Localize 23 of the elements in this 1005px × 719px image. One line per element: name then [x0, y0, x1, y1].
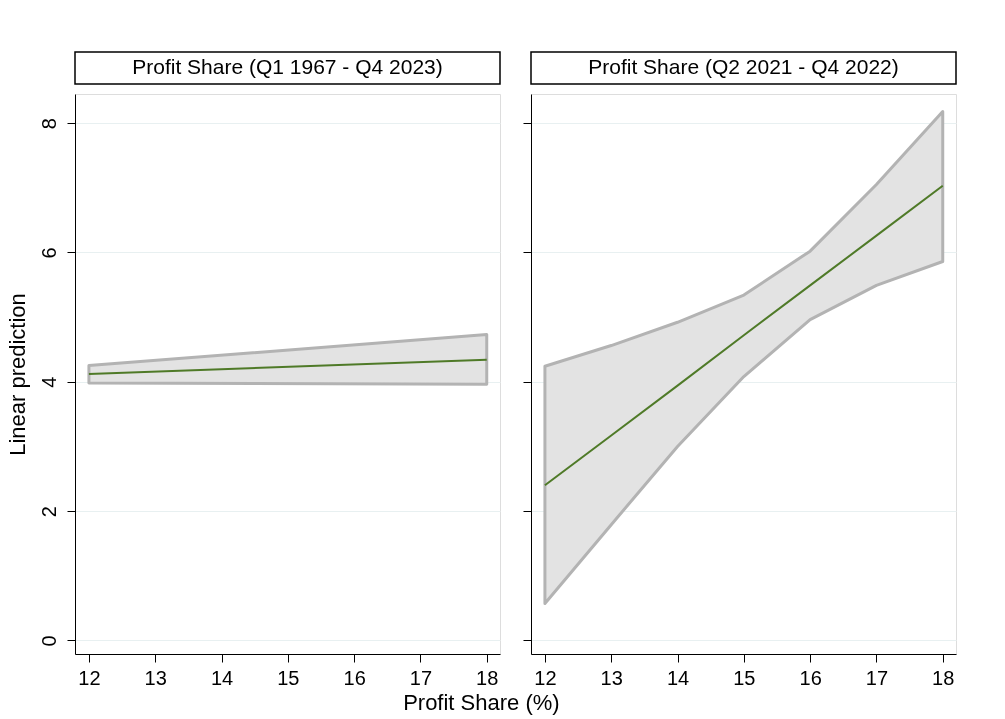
chart-title: Profit Share (Q2 2021 - Q4 2022)	[588, 55, 899, 78]
x-tick-label: 12	[534, 666, 557, 689]
y-tick-label: 4	[37, 376, 60, 388]
y-tick-label: 2	[37, 506, 60, 518]
x-tick-label: 17	[865, 666, 889, 689]
x-tick-label: 16	[799, 666, 822, 689]
x-tick-label: 12	[78, 666, 101, 689]
x-tick-label: 13	[600, 666, 623, 689]
y-axis-title: Linear prediction	[4, 293, 30, 456]
x-tick-label: 18	[476, 666, 499, 689]
chart-title: Profit Share (Q1 1967 - Q4 2023)	[132, 55, 443, 78]
y-tick-label: 0	[37, 635, 60, 647]
x-tick-label: 15	[733, 666, 756, 689]
x-tick-label: 16	[343, 666, 366, 689]
x-tick-label: 13	[144, 666, 167, 689]
x-tick-label: 14	[210, 666, 234, 689]
x-tick-label: 18	[932, 666, 955, 689]
y-tick-label: 6	[37, 247, 60, 259]
x-axis-title: Profit Share (%)	[403, 689, 560, 715]
x-tick-label: 17	[409, 666, 433, 689]
x-tick-label: 15	[277, 666, 300, 689]
x-tick-label: 14	[666, 666, 690, 689]
y-tick-label: 8	[37, 118, 60, 130]
